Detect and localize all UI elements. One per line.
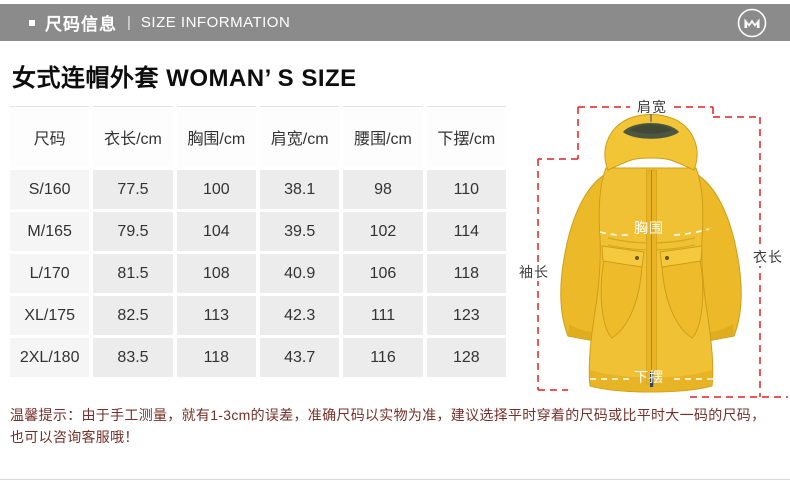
column-header: 腰围/cm — [343, 106, 423, 167]
measurement-cell: 42.3 — [259, 296, 340, 335]
measurement-cell: 82.5 — [93, 296, 173, 335]
measurement-cell: 118 — [426, 254, 506, 293]
size-table: 尺码 衣长/cm 胸围/cm 肩宽/cm 腰围/cm 下摆/cm S/160 77.5 100… — [6, 103, 510, 380]
chest-label: 胸围 — [634, 220, 664, 236]
measurement-cell: 108 — [176, 254, 256, 293]
measurement-cell: 123 — [426, 296, 506, 335]
measurement-cell: 114 — [426, 212, 506, 251]
measurement-cell: 83.5 — [93, 338, 173, 377]
warm-reminder-note: 温馨提示：由于手工测量，就有1-3cm的误差，准确尺码以实物为准，建议选择平时穿… — [10, 407, 766, 445]
bottom-divider — [0, 479, 790, 480]
size-table-header-row: 尺码 衣长/cm 胸围/cm 肩宽/cm 腰围/cm 下摆/cm — [10, 106, 506, 167]
section-banner: 尺码信息 | SIZE INFORMATION — [0, 4, 790, 41]
measurement-cell: 106 — [343, 254, 423, 293]
banner-title-en: SIZE INFORMATION — [140, 14, 291, 31]
size-cell: 2XL/180 — [10, 338, 90, 377]
jacket-measure-figure: 肩宽 胸围 袖长 衣长 下摆 — [512, 88, 790, 406]
brand-logo-icon — [736, 7, 768, 44]
measurement-cell: 113 — [176, 296, 256, 335]
column-header: 肩宽/cm — [259, 106, 340, 167]
banner-title-zh: 尺码信息 — [45, 15, 117, 34]
size-table-body: S/160 77.5 100 38.1 98 110 M/165 79.5 104 39.5 102… — [10, 170, 506, 377]
measurement-cell: 100 — [176, 170, 256, 209]
measurement-cell: 111 — [343, 296, 423, 335]
banner-separator: | — [127, 14, 131, 31]
size-cell: XL/175 — [10, 296, 90, 335]
bullet-square-icon — [29, 19, 35, 26]
measurement-cell: 98 — [343, 170, 423, 209]
size-cell: S/160 — [10, 170, 90, 209]
measurement-cell: 104 — [176, 212, 256, 251]
measurement-cell: 128 — [426, 338, 506, 377]
column-header: 尺码 — [10, 106, 90, 167]
measurement-cell: 40.9 — [259, 254, 340, 293]
table-row: L/170 81.5 108 40.9 106 118 — [10, 254, 506, 293]
shoulder-width-label: 肩宽 — [637, 99, 667, 115]
table-row: XL/175 82.5 113 42.3 111 123 — [10, 296, 506, 335]
measurement-cell: 43.7 — [259, 338, 340, 377]
hem-label: 下摆 — [634, 369, 664, 385]
size-cell: L/170 — [10, 254, 90, 293]
measurement-cell: 118 — [176, 338, 256, 377]
jacket-illustration — [537, 106, 788, 398]
column-header: 胸围/cm — [176, 106, 256, 167]
measurement-cell: 39.5 — [259, 212, 340, 251]
column-header: 衣长/cm — [93, 106, 173, 167]
measurement-cell: 116 — [343, 338, 423, 377]
garment-length-label: 衣长 — [752, 248, 784, 266]
measurement-cell: 77.5 — [93, 170, 173, 209]
sleeve-length-label: 袖长 — [518, 263, 550, 281]
measurement-cell: 110 — [426, 170, 506, 209]
size-cell: M/165 — [10, 212, 90, 251]
table-row: 2XL/180 83.5 118 43.7 116 128 — [10, 338, 506, 377]
measurement-cell: 81.5 — [93, 254, 173, 293]
table-row: S/160 77.5 100 38.1 98 110 — [10, 170, 506, 209]
page-title: 女式连帽外套 WOMAN’ S SIZE — [12, 65, 357, 92]
measurement-cell: 79.5 — [93, 212, 173, 251]
table-row: M/165 79.5 104 39.5 102 114 — [10, 212, 506, 251]
measurement-cell: 38.1 — [259, 170, 340, 209]
column-header: 下摆/cm — [426, 106, 506, 167]
measurement-cell: 102 — [343, 212, 423, 251]
